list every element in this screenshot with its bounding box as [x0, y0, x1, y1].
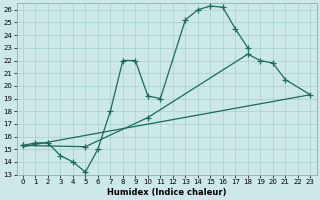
X-axis label: Humidex (Indice chaleur): Humidex (Indice chaleur) — [107, 188, 226, 197]
